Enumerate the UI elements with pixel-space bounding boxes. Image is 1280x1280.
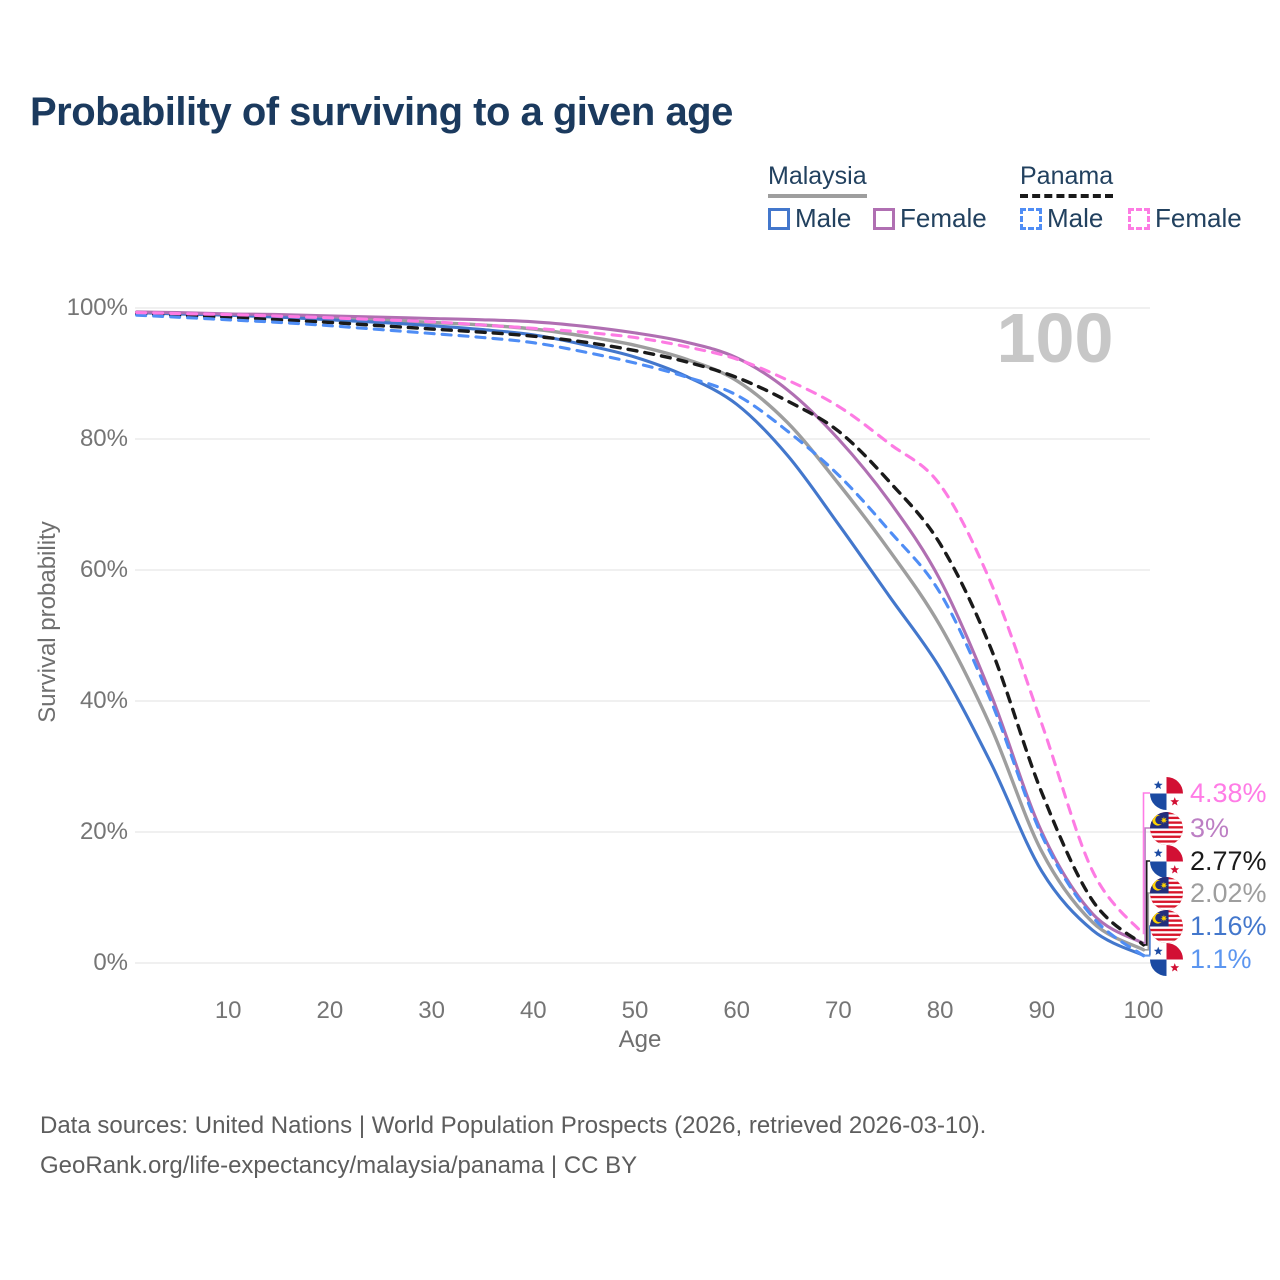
current-age-watermark: 100 xyxy=(996,299,1114,377)
legend-item-label: Female xyxy=(900,203,987,233)
survival-curve-malaysia-female[interactable] xyxy=(135,310,1146,945)
page-title: Probability of surviving to a given age xyxy=(30,90,733,134)
annotation-malaysia-male: 1.16% xyxy=(1150,909,1267,943)
x-tick-label: 20 xyxy=(316,997,344,1024)
annotation-malaysia-female: 3% xyxy=(1150,811,1229,845)
legend-item-panama-female[interactable]: Female xyxy=(1128,203,1242,234)
malaysia-flag-icon xyxy=(1150,877,1183,910)
x-tick-label: 30 xyxy=(418,997,445,1024)
legend-item-malaysia-female[interactable]: Female xyxy=(873,203,987,234)
annotation-value: 4.38% xyxy=(1190,777,1267,808)
legend-swatch-icon xyxy=(873,207,895,230)
annotation-connector-malaysia-female xyxy=(1143,827,1152,945)
annotation-value: 1.1% xyxy=(1190,943,1252,974)
annotation-connector-panama-both-sexes xyxy=(1143,860,1152,946)
legend-swatch-icon xyxy=(1020,207,1042,230)
legend-item-panama-male[interactable]: Male xyxy=(1020,203,1103,234)
y-tick-label: 80% xyxy=(79,425,128,452)
legend-item-label: Female xyxy=(1155,203,1242,233)
malaysia-flag-icon xyxy=(1150,910,1183,943)
panama-flag-icon xyxy=(1150,777,1183,810)
annotation-malaysia-both-sexes: 2.02% xyxy=(1150,876,1267,910)
panama-flag-icon xyxy=(1150,943,1183,976)
y-tick-label: 40% xyxy=(79,687,128,714)
legend-group-panama[interactable]: Panama xyxy=(1020,162,1114,198)
x-tick-label: 40 xyxy=(519,997,547,1024)
x-tick-label: 10 xyxy=(214,997,242,1024)
legend-group-malaysia[interactable]: Malaysia xyxy=(768,162,867,198)
x-tick-label: 70 xyxy=(825,997,852,1024)
survival-curve-malaysia-both-sexes[interactable] xyxy=(135,310,1146,952)
survival-curve-panama-both-sexes[interactable] xyxy=(135,312,1146,947)
annotation-panama-female: 4.38% xyxy=(1150,776,1267,810)
legend-swatch-icon xyxy=(768,207,790,230)
y-tick-label: 60% xyxy=(79,556,128,583)
y-tick-label: 20% xyxy=(79,818,128,845)
x-tick-label: 90 xyxy=(1028,997,1056,1024)
survival-curve-malaysia-male[interactable] xyxy=(135,311,1146,957)
legend-item-label: Male xyxy=(1047,203,1104,233)
panama-flag-icon xyxy=(1150,845,1183,878)
annotation-value: 3% xyxy=(1190,812,1230,843)
annotation-connector-panama-female xyxy=(1142,792,1152,935)
survival-curve-panama-male[interactable] xyxy=(135,313,1146,958)
legend-item-label: Male xyxy=(795,203,852,233)
x-tick-label: 60 xyxy=(723,997,751,1024)
y-tick-label: 100% xyxy=(66,294,128,321)
x-tick-label: 80 xyxy=(926,997,954,1024)
survival-curve-panama-female[interactable] xyxy=(135,311,1146,936)
x-axis-title: Age xyxy=(618,1026,662,1053)
y-tick-label: 0% xyxy=(93,949,128,976)
x-tick-label: 50 xyxy=(621,997,649,1024)
annotation-value: 1.16% xyxy=(1190,910,1267,941)
footer: Data sources: United Nations | World Pop… xyxy=(40,1106,986,1186)
legend-item-malaysia-male[interactable]: Male xyxy=(768,203,851,234)
footer-data-sources: Data sources: United Nations | World Pop… xyxy=(40,1112,987,1139)
annotation-value: 2.77% xyxy=(1190,845,1267,876)
legend-swatch-icon xyxy=(1128,207,1150,230)
malaysia-flag-icon xyxy=(1150,812,1183,845)
x-tick-label: 100 xyxy=(1123,997,1164,1024)
annotation-panama-both-sexes: 2.77% xyxy=(1150,844,1267,878)
annotation-value: 2.02% xyxy=(1190,877,1267,908)
annotation-panama-male: 1.1% xyxy=(1150,942,1252,976)
y-axis-title: Survival probability xyxy=(34,521,61,723)
footer-attribution: GeoRank.org/life-expectancy/malaysia/pan… xyxy=(40,1152,638,1179)
